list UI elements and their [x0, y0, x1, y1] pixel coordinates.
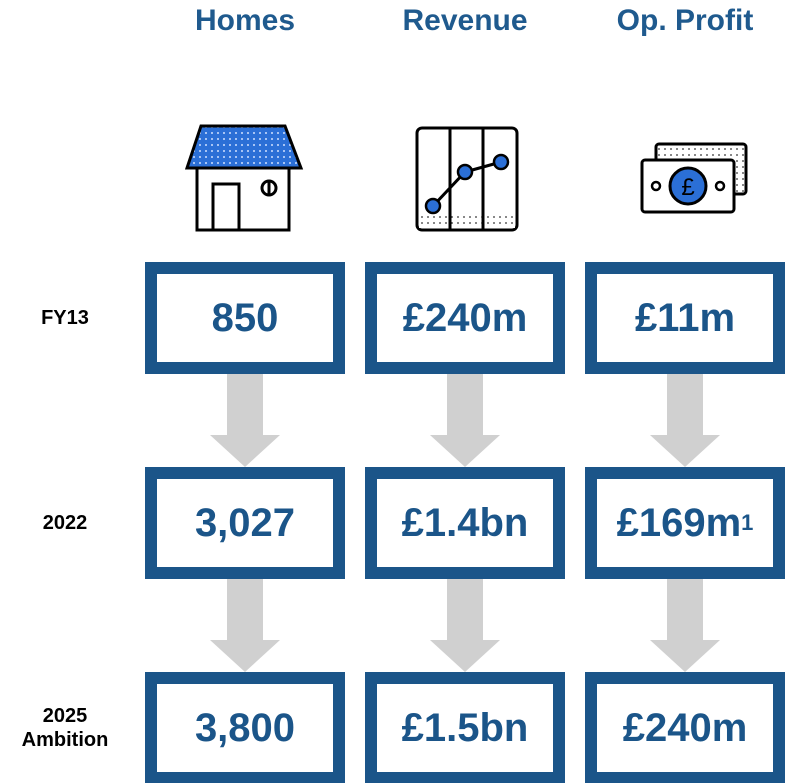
column-header: Revenue	[402, 4, 528, 37]
arrow	[210, 374, 280, 467]
value-text: £1.4bn	[401, 500, 529, 545]
arrow	[650, 374, 720, 467]
arrow	[650, 579, 720, 672]
value-box: 850	[145, 262, 345, 374]
row-label-line: FY13	[41, 307, 89, 329]
value-text: 850	[211, 295, 279, 340]
value-box: £11m	[585, 262, 785, 374]
row-label: 2022	[0, 511, 130, 535]
value-text: £169m	[616, 500, 742, 545]
svg-text:£: £	[681, 174, 694, 201]
chart-icon	[415, 126, 519, 232]
value-box: £169m 1	[585, 467, 785, 579]
arrow	[210, 579, 280, 672]
column-header: Op. Profit	[616, 4, 754, 37]
value-box: 3,800	[145, 672, 345, 783]
value-text: £11m	[634, 295, 736, 340]
value-box: £1.4bn	[365, 467, 565, 579]
value-box: £240m	[365, 262, 565, 374]
value-box: £240m	[585, 672, 785, 783]
row-label-line: Ambition	[21, 729, 109, 751]
value-text: £240m	[622, 705, 748, 750]
house-icon	[185, 124, 304, 232]
value-box: 3,027	[145, 467, 345, 579]
arrow	[430, 374, 500, 467]
value-text: 3,027	[194, 500, 296, 545]
row-label-line: 2022	[42, 512, 88, 534]
column-header: Homes	[194, 4, 296, 37]
footnote-marker: 1	[741, 510, 754, 535]
row-label: FY13	[0, 306, 130, 330]
arrow	[430, 579, 500, 672]
value-text: £1.5bn	[401, 705, 529, 750]
value-text: 3,800	[194, 705, 296, 750]
money-icon: £	[640, 142, 748, 214]
row-label: 2025 Ambition	[0, 704, 130, 752]
row-label-line: 2025	[42, 705, 88, 727]
value-text: £240m	[402, 295, 528, 340]
value-box: £1.5bn	[365, 672, 565, 783]
